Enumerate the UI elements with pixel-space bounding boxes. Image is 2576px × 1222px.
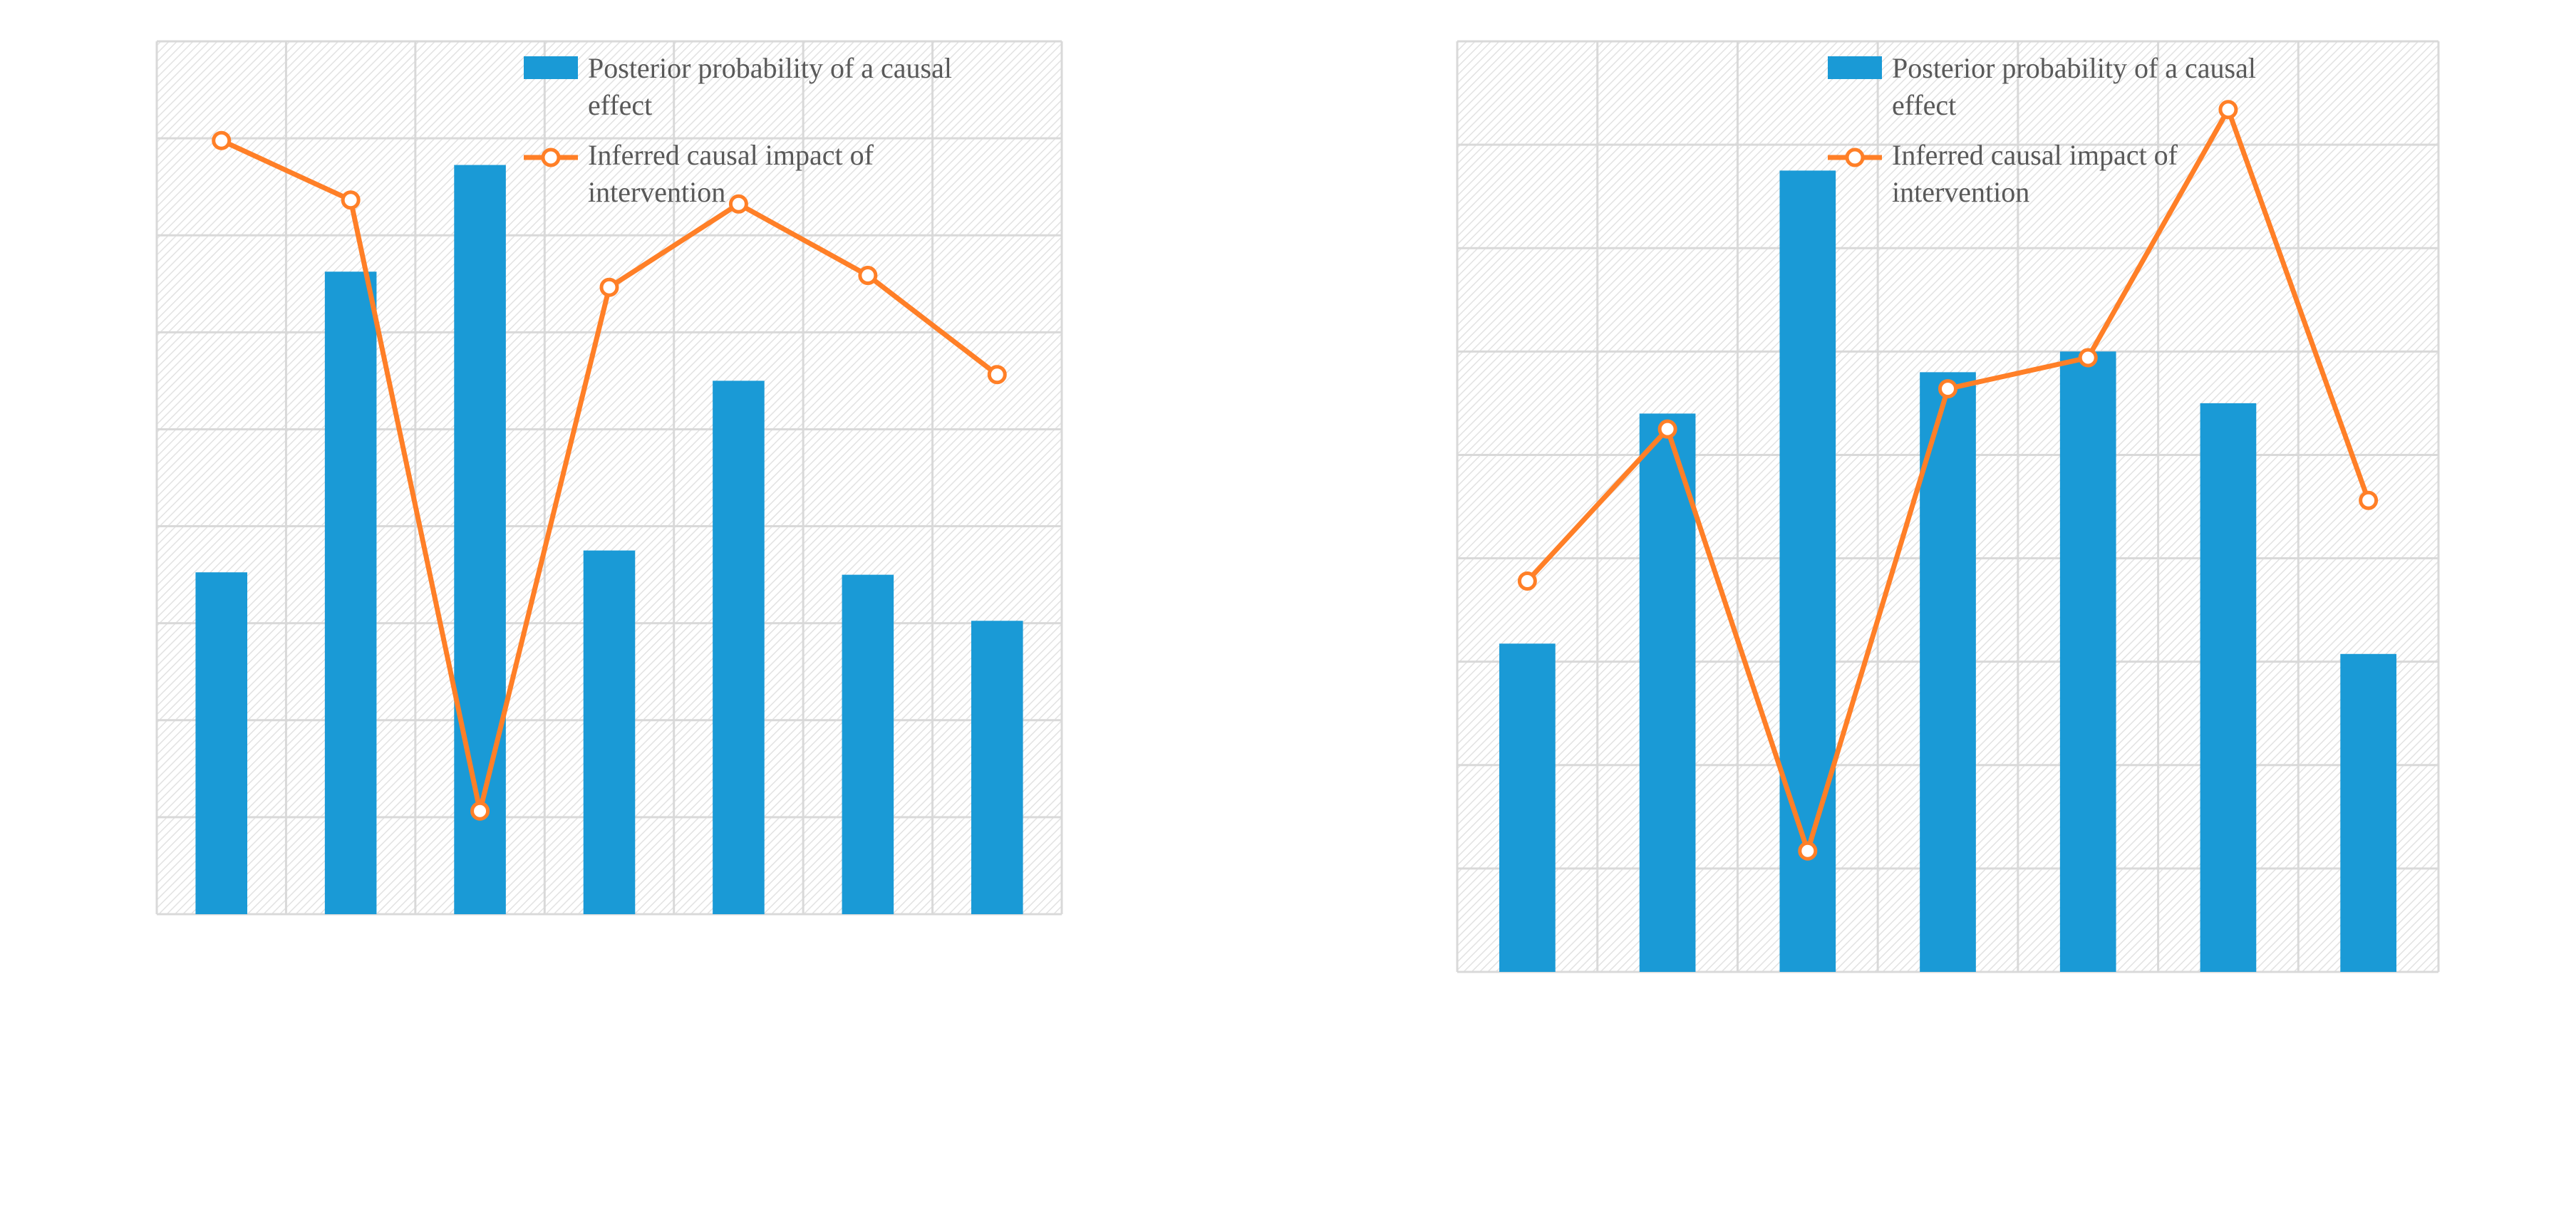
impact-point-370: [1517, 571, 1537, 591]
legend-line-label-line2: intervention: [1892, 176, 2029, 208]
impact-point-8669: [2359, 490, 2379, 510]
impact-point-1169: [341, 190, 361, 210]
impact-point-7850: [728, 194, 748, 214]
legend-bar-label-line2: effect: [588, 89, 652, 121]
legend-line-label-line1: Inferred causal impact of: [1892, 139, 2178, 171]
impact-point-7850: [2078, 348, 2098, 368]
impact-point-2965: [1798, 841, 1818, 861]
bar-6990: [1920, 372, 1976, 972]
bar-2965: [454, 165, 506, 915]
impact-point-2965: [470, 801, 490, 821]
impact-point-6990: [599, 277, 619, 297]
legend-bar-swatch: [1828, 56, 1882, 79]
legend-bar-label-line2: effect: [1892, 89, 1956, 121]
bar-6990: [583, 550, 636, 914]
legend-bar-swatch: [524, 56, 578, 79]
legend-bar-label-line1: Posterior probability of a causal: [588, 52, 952, 84]
bar-8236: [842, 574, 894, 914]
legend-bar-label-line1: Posterior probability of a causal: [1892, 52, 2256, 84]
impact-point-370: [212, 130, 232, 150]
bar-7850: [2059, 351, 2116, 972]
impact-point-8236: [2218, 100, 2238, 120]
impact-point-1169: [1657, 419, 1677, 439]
legend-line-label-line2: intervention: [588, 176, 725, 208]
bar-1169: [1639, 413, 1696, 972]
chart-a: Posterior probability of a causal effect I…: [155, 40, 1063, 916]
impact-point-6990: [1938, 379, 1957, 399]
bar-370: [195, 572, 247, 914]
impact-point-8669: [987, 365, 1007, 385]
legend-line-marker: [541, 147, 561, 167]
legend-line-label-line1: Inferred causal impact of: [588, 139, 874, 171]
bar-370: [1499, 643, 1556, 972]
bar-8236: [2200, 403, 2257, 972]
bar-2965: [1779, 170, 1836, 972]
legend-line-marker: [1845, 147, 1865, 167]
bar-1169: [324, 271, 377, 914]
chart-b: Posterior probability of a causal effect I…: [1456, 40, 2440, 973]
bar-8669: [2340, 653, 2396, 972]
bar-7850: [713, 380, 765, 914]
impact-point-8236: [858, 266, 878, 286]
bar-8669: [971, 621, 1023, 914]
